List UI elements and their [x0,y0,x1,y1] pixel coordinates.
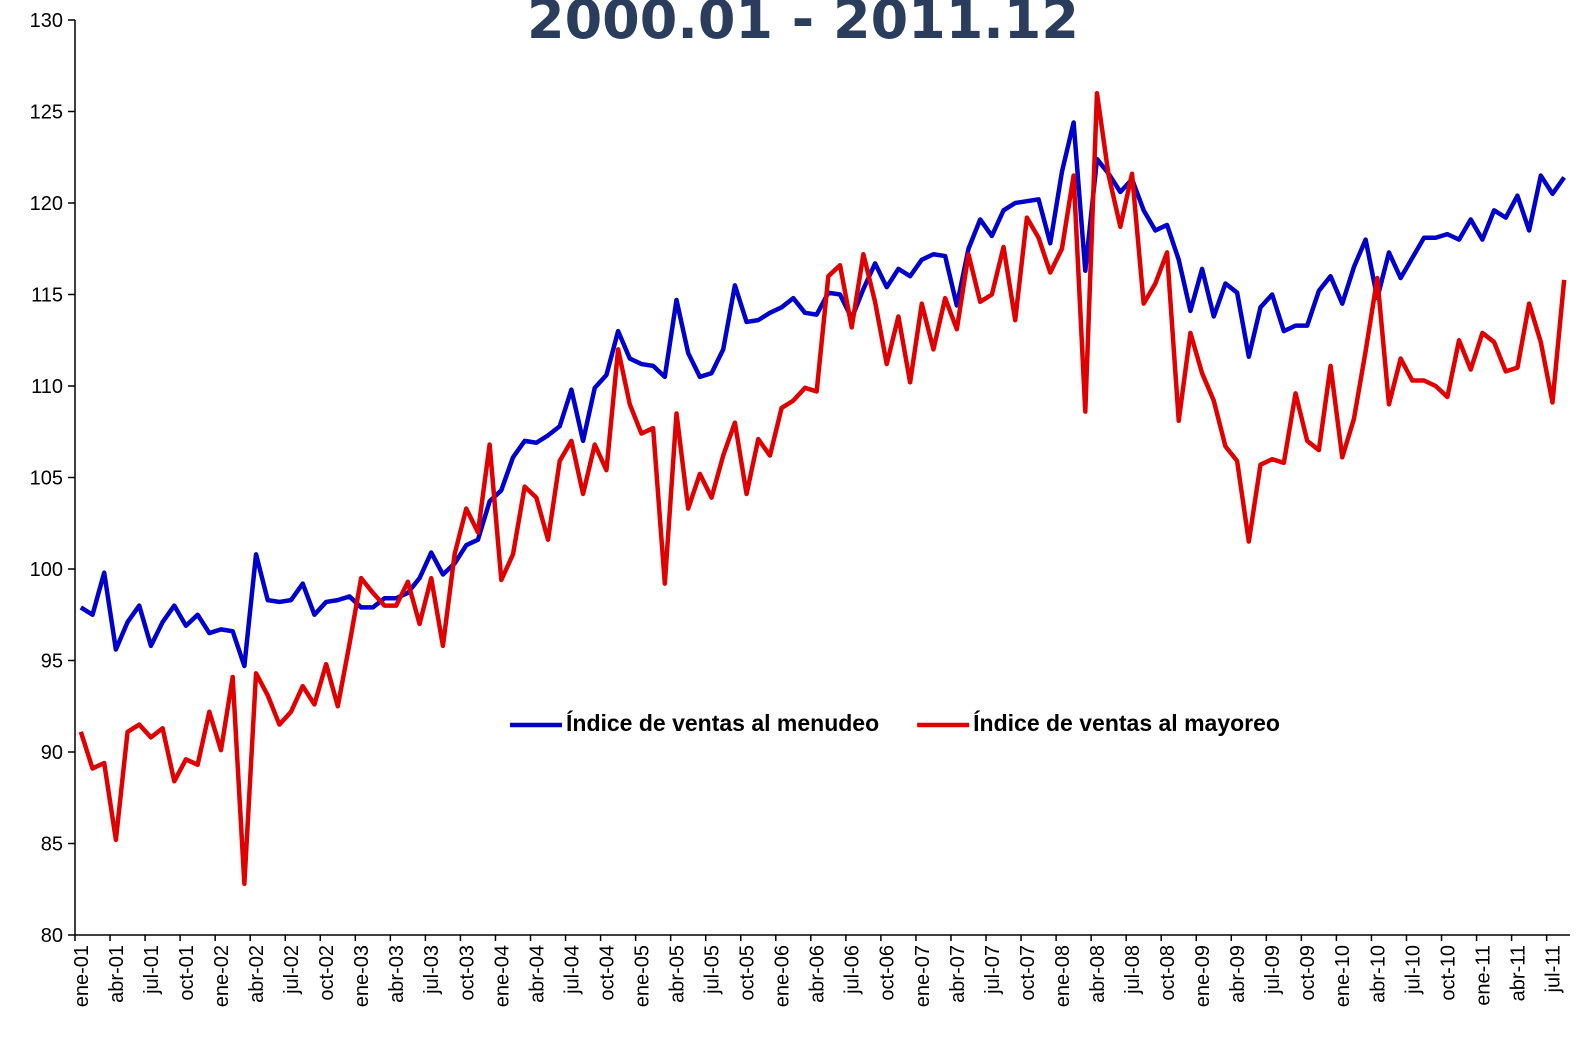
x-tick-label: jul-02 [281,945,303,995]
line-series [78,90,1567,887]
x-tick-label: oct-05 [737,945,759,1001]
legend-label: Índice de ventas al mayoreo [973,709,1280,736]
y-tick-label: 130 [30,10,63,32]
chart-title: 2000.01 - 2011.12 [527,0,1079,51]
x-tick-label: ene-03 [351,945,373,1007]
y-tick-label: 90 [41,742,63,764]
x-tick-label: abr-04 [526,945,548,1003]
x-tick-label: abr-01 [106,945,128,1003]
x-tick-label: oct-02 [316,945,338,1001]
x-tick-label: oct-08 [1157,945,1179,1001]
x-tick-label: ene-07 [912,945,934,1007]
x-tick-label: ene-01 [71,945,93,1007]
x-tick-label: ene-04 [491,945,513,1007]
x-tick-label: ene-02 [211,945,233,1007]
x-tick-label: ene-08 [1052,945,1074,1007]
x-tick-label: jul-09 [1262,945,1284,995]
legend-label: Índice de ventas al menudeo [566,709,879,736]
y-tick-label: 105 [30,468,63,490]
y-tick-label: 100 [30,559,63,581]
y-tick-label: 85 [41,834,63,856]
x-tick-label: jul-05 [702,945,724,995]
x-tick-label: oct-01 [176,945,198,1001]
x-tick-label: jul-07 [982,945,1004,995]
x-tick-label: oct-06 [877,945,899,1001]
x-tick-label: oct-07 [1017,945,1039,1001]
y-tick-label: 115 [31,285,63,307]
x-tick-label: jul-01 [141,945,163,995]
y-tick-label: 110 [31,376,63,398]
x-tick-label: ene-09 [1192,945,1214,1007]
x-tick-label: abr-10 [1367,945,1389,1003]
x-tick-label: abr-03 [386,945,408,1003]
y-tick-label: 125 [30,102,63,124]
line-series [79,120,1566,669]
x-tick-label: oct-04 [596,945,618,1001]
y-tick-label: 120 [30,193,63,215]
x-tick-label: jul-11 [1542,945,1564,993]
x-tick-label: abr-07 [947,945,969,1003]
y-tick-label: 95 [41,651,63,673]
x-tick-label: jul-04 [561,945,583,995]
x-tick-label: ene-11 [1472,945,1494,1006]
x-tick-label: jul-03 [421,945,443,995]
x-tick-label: oct-10 [1437,945,1459,1001]
x-tick-label: oct-09 [1297,945,1319,1001]
x-tick-label: jul-10 [1402,945,1424,995]
x-tick-label: ene-06 [772,945,794,1007]
x-tick-label: oct-03 [456,945,478,1001]
x-tick-label: abr-05 [667,945,689,1003]
x-tick-label: abr-11 [1507,945,1529,1001]
x-tick-label: abr-08 [1087,945,1109,1003]
x-tick-label: abr-02 [246,945,268,1003]
x-tick-label: jul-08 [1122,945,1144,995]
x-tick-label: ene-05 [631,945,653,1007]
y-tick-label: 80 [41,925,63,947]
x-tick-label: ene-10 [1332,945,1354,1007]
x-tick-label: abr-09 [1227,945,1249,1003]
x-tick-label: jul-06 [842,945,864,995]
x-tick-label: abr-06 [807,945,829,1003]
